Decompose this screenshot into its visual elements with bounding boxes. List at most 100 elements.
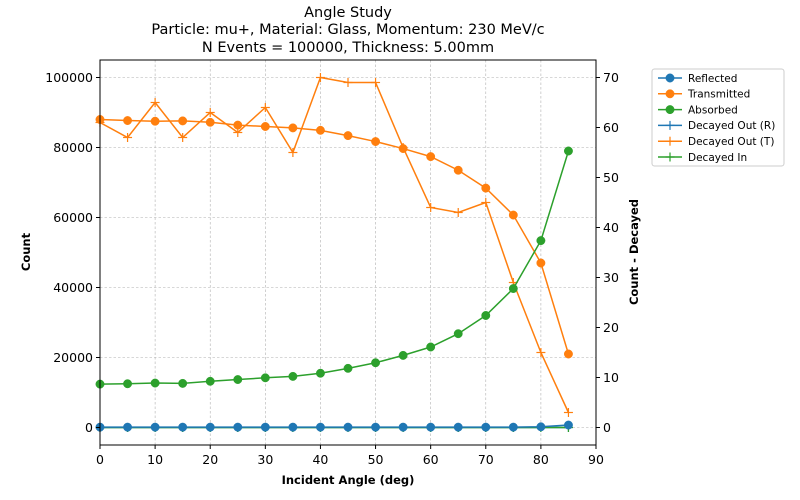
data-point: [343, 363, 353, 373]
y-tick-label: 80000: [53, 140, 93, 155]
data-point: [288, 422, 298, 432]
legend-marker: [665, 73, 675, 83]
data-point: [426, 422, 436, 432]
y2-tick-label: 0: [603, 420, 611, 435]
y2-tick-label: 10: [603, 370, 619, 385]
data-point: [205, 117, 215, 127]
y-tick-label: 40000: [53, 280, 93, 295]
data-point: [260, 422, 270, 432]
data-point: [508, 210, 518, 220]
data-point: [178, 422, 188, 432]
legend-label: Absorbed: [688, 104, 738, 116]
legend-label: Decayed Out (R): [688, 120, 775, 132]
series-line: [99, 76, 570, 413]
data-point: [563, 408, 573, 417]
x-tick-label: 30: [257, 452, 273, 467]
data-point: [508, 422, 518, 432]
data-point: [123, 116, 133, 126]
legend-label: Transmitted: [687, 89, 750, 101]
data-point: [150, 422, 160, 432]
data-point: [453, 165, 463, 175]
data-point: [453, 329, 463, 339]
data-point: [371, 78, 381, 87]
legend-label: Reflected: [688, 73, 737, 85]
y-tick-label: 60000: [53, 210, 93, 225]
x-tick-label: 40: [312, 452, 328, 467]
data-point: [233, 375, 243, 384]
data-point: [563, 146, 573, 156]
data-point: [563, 420, 573, 430]
data-point: [481, 183, 491, 193]
series-line: [99, 150, 570, 385]
data-point: [481, 198, 491, 207]
y2-axis-label: Count - Decayed: [627, 199, 641, 305]
legend-item-absorbed: Absorbed: [658, 104, 738, 116]
y-tick-label: 20000: [53, 350, 93, 365]
data-point: [343, 131, 353, 141]
series-transmitted: [95, 115, 573, 359]
legend-marker: [665, 105, 675, 115]
data-point: [371, 422, 381, 432]
data-point: [178, 116, 188, 126]
legend-marker: [665, 152, 675, 162]
data-point: [426, 342, 436, 352]
title-line-2: Particle: mu+, Material: Glass, Momentum…: [151, 22, 544, 38]
data-point: [260, 103, 270, 112]
data-point: [398, 144, 408, 154]
series-absorbed: [95, 146, 573, 389]
y2-tick-label: 70: [603, 70, 619, 85]
x-tick-label: 60: [423, 452, 439, 467]
legend-item-decayed-in: Decayed In: [658, 152, 747, 164]
series-reflected: [95, 420, 573, 432]
x-tick-label: 50: [368, 452, 384, 467]
data-point: [205, 108, 215, 117]
legend-frame: [651, 68, 785, 167]
data-point: [343, 422, 353, 432]
x-tick-label: 0: [96, 452, 104, 467]
x-tick-label: 80: [533, 452, 549, 467]
legend-item-decayed-out-r: Decayed Out (R): [658, 120, 775, 132]
data-point: [288, 148, 298, 157]
x-axis-label: Incident Angle (deg): [282, 473, 415, 487]
data-point: [123, 379, 133, 389]
series-line: [99, 118, 570, 355]
data-point: [178, 378, 188, 388]
data-point: [233, 120, 243, 130]
legend-item-reflected: Reflected: [658, 73, 737, 85]
data-point: [315, 422, 325, 432]
data-point: [536, 348, 546, 357]
data-point: [150, 116, 160, 126]
data-point: [536, 258, 546, 268]
legend-marker: [665, 120, 675, 130]
data-point: [536, 422, 546, 432]
axis-ticks: 0 10 20 30 40 50 60 70 80 90 0 20000 40000 60000 80000…: [45, 70, 619, 467]
data-point: [398, 422, 408, 432]
data-point: [426, 203, 436, 212]
data-point: [563, 349, 573, 359]
data-point: [150, 98, 160, 107]
chart-title: Angle Study Particle: mu+, Material: Gla…: [151, 5, 544, 56]
x-tick-label: 90: [588, 452, 604, 467]
data-point: [371, 358, 381, 368]
data-point: [453, 422, 463, 432]
title-line-1: Angle Study: [304, 5, 392, 21]
series-line: [100, 424, 569, 428]
title-line-3: N Events = 100000, Thickness: 5.00mm: [202, 40, 494, 56]
data-point: [123, 133, 133, 142]
legend-label: Decayed Out (T): [688, 136, 774, 148]
data-point: [260, 373, 270, 383]
y2-tick-label: 30: [603, 270, 619, 285]
x-tick-label: 10: [147, 452, 163, 467]
data-point: [426, 152, 436, 162]
legend-marker: [665, 89, 675, 99]
plot-series: [95, 73, 573, 432]
legend: Reflected Transmitted Absorbed Decayed Out …: [651, 68, 785, 167]
data-point: [315, 368, 325, 378]
data-point: [233, 422, 243, 432]
data-point: [343, 78, 353, 87]
legend-marker: [665, 136, 675, 146]
legend-item-decayed-out-t: Decayed Out (T): [658, 136, 774, 148]
data-point: [178, 133, 188, 142]
data-point: [315, 73, 325, 82]
